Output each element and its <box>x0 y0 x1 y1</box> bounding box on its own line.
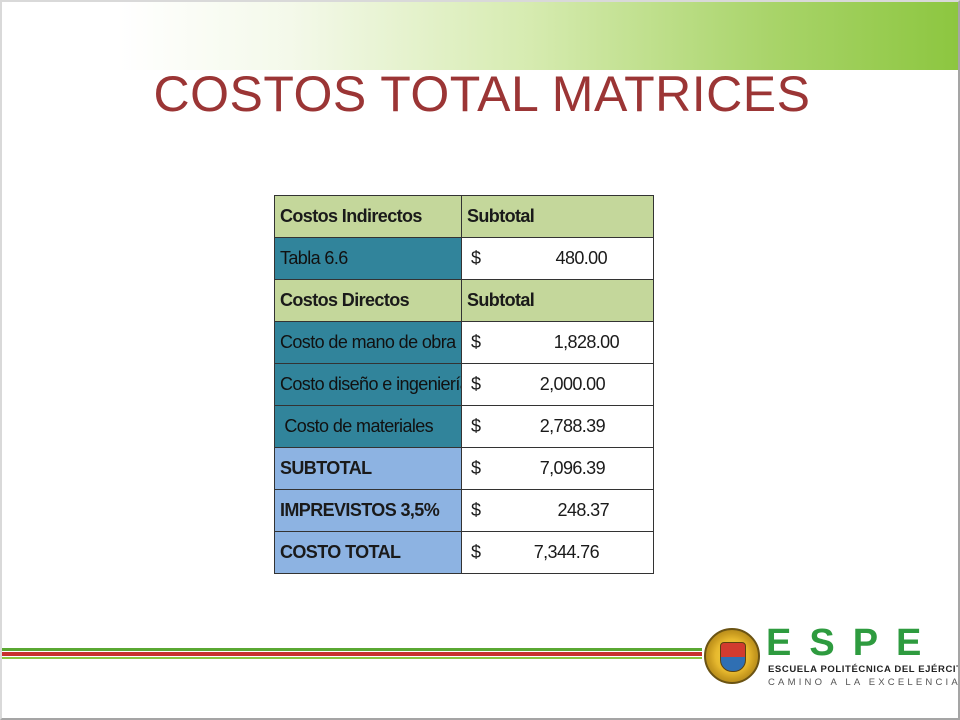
table-row-tabla-6-6: Tabla 6.6 $480.00 <box>274 237 654 280</box>
footer-stripe-green <box>2 648 702 651</box>
amount: 480.00 <box>555 248 608 268</box>
table-row-costos-indirectos: Costos Indirectos Subtotal <box>274 195 654 238</box>
footer-stripe-red <box>2 652 702 656</box>
amount: 2,000.00 <box>539 374 606 394</box>
cost-table: Costos Indirectos Subtotal Tabla 6.6 $48… <box>274 195 654 574</box>
amount: 7,096.39 <box>539 458 606 478</box>
amount: 7,344.76 <box>533 542 600 562</box>
cell-label: Costos Directos <box>274 279 462 322</box>
currency-symbol: $ <box>471 542 481 562</box>
cell-value: $7,344.76 <box>461 531 654 574</box>
currency-symbol: $ <box>471 374 481 394</box>
amount: 1,828.00 <box>553 332 620 352</box>
cell-value: $248.37 <box>461 489 654 532</box>
table-row-costos-directos: Costos Directos Subtotal <box>274 279 654 322</box>
cell-label: COSTO TOTAL <box>274 531 462 574</box>
cell-value: $2,788.39 <box>461 405 654 448</box>
top-gradient-band <box>2 2 958 70</box>
currency-symbol: $ <box>471 416 481 436</box>
cell-label: Costos Indirectos <box>274 195 462 238</box>
currency-symbol: $ <box>471 500 481 520</box>
cell-value: $480.00 <box>461 237 654 280</box>
cell-label: Costo de materiales <box>274 405 462 448</box>
cell-header-subtotal: Subtotal <box>461 279 654 322</box>
cell-label: IMPREVISTOS 3,5% <box>274 489 462 532</box>
table-row-diseno-ingenieria: Costo diseño e ingeniería $2,000.00 <box>274 363 654 406</box>
table-row-mano-de-obra: Costo de mano de obra $1,828.00 <box>274 321 654 364</box>
espe-seal-icon <box>704 628 760 684</box>
amount: 248.37 <box>557 500 610 520</box>
logo-institution-name: ESCUELA POLITÉCNICA DEL EJÉRCITO <box>768 664 960 675</box>
table-row-imprevistos: IMPREVISTOS 3,5% $248.37 <box>274 489 654 532</box>
cell-value: $2,000.00 <box>461 363 654 406</box>
logo-motto: CAMINO A LA EXCELENCIA <box>768 677 960 688</box>
cell-label: Costo diseño e ingeniería <box>274 363 462 406</box>
currency-symbol: $ <box>471 332 481 352</box>
cell-header-subtotal: Subtotal <box>461 195 654 238</box>
amount: 2,788.39 <box>539 416 606 436</box>
currency-symbol: $ <box>471 248 481 268</box>
currency-symbol: $ <box>471 458 481 478</box>
table-row-materiales: Costo de materiales $2,788.39 <box>274 405 654 448</box>
slide-title: COSTOS TOTAL MATRICES <box>153 66 811 122</box>
table-row-costo-total: COSTO TOTAL $7,344.76 <box>274 531 654 574</box>
logo-letters: ESPE <box>766 622 940 664</box>
cell-label: Costo de mano de obra <box>274 321 462 364</box>
espe-logo: ESPE ESCUELA POLITÉCNICA DEL EJÉRCITO CA… <box>702 622 958 696</box>
cell-value: $7,096.39 <box>461 447 654 490</box>
cell-label: Tabla 6.6 <box>274 237 462 280</box>
cell-value: $1,828.00 <box>461 321 654 364</box>
table-row-subtotal: SUBTOTAL $7,096.39 <box>274 447 654 490</box>
footer-stripe-green-light <box>2 657 702 659</box>
footer-stripes <box>2 648 702 660</box>
seal-shield-icon <box>720 642 746 672</box>
cell-label: SUBTOTAL <box>274 447 462 490</box>
